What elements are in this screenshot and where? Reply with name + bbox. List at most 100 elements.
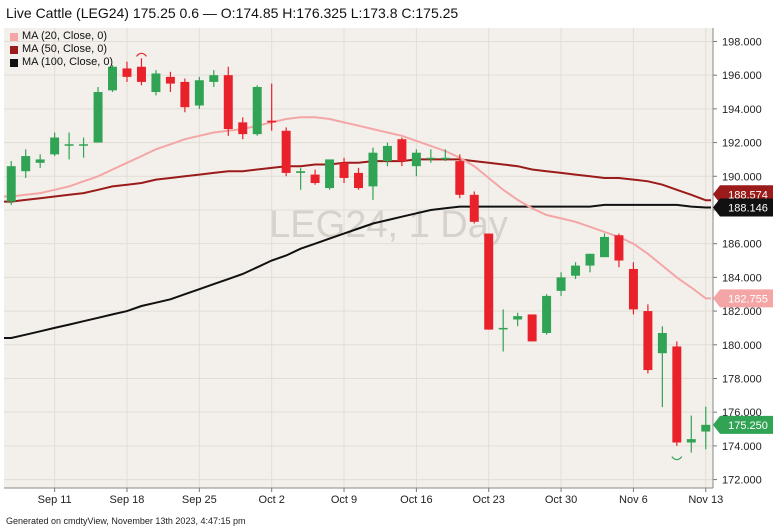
y-tick-label: 178.000 [722, 373, 762, 385]
candle [223, 66, 233, 136]
candle [64, 132, 74, 160]
candle-body [122, 68, 132, 77]
candle [571, 262, 581, 280]
candle-body [440, 157, 450, 160]
candle-body [194, 80, 204, 106]
candle-body [469, 194, 479, 222]
price-badge-shape [713, 198, 773, 217]
candle-body [165, 76, 175, 84]
candle-body [527, 314, 537, 342]
candle [455, 154, 465, 199]
y-tick-label: 182.000 [722, 306, 762, 318]
candle [281, 127, 291, 177]
legend-item-ma50[interactable]: MA (50, Close, 0) [10, 43, 113, 56]
candle-body [296, 171, 306, 173]
y-tick-label: 172.000 [722, 475, 762, 487]
candle [325, 159, 335, 190]
price-badge-shape [713, 289, 773, 308]
candle [527, 314, 537, 342]
x-tick-label: Nov 6 [619, 494, 648, 506]
x-tick-label: Oct 9 [331, 494, 357, 506]
x-tick-label: Oct 2 [259, 494, 285, 506]
candle-body [339, 162, 349, 178]
y-tick-label: 196.000 [722, 70, 762, 82]
candle-body [556, 277, 566, 291]
candle [585, 253, 595, 273]
legend-swatch-ma20 [10, 32, 18, 41]
candle [93, 86, 103, 143]
candle [35, 154, 45, 168]
candle-body [628, 268, 638, 310]
candle-body [397, 139, 407, 162]
candle-body [513, 316, 523, 320]
x-tick-label: Sep 11 [38, 494, 72, 506]
y-tick-label: 192.000 [722, 138, 762, 150]
candle-body [455, 161, 465, 195]
y-tick-label: 190.000 [722, 171, 762, 183]
price-badge-shape [713, 415, 773, 434]
candle-body [426, 157, 436, 160]
candle-body [672, 346, 682, 443]
candle [368, 147, 378, 200]
candle-body [614, 235, 624, 261]
candle-body [93, 92, 103, 143]
candle [542, 294, 552, 335]
candle [165, 71, 175, 93]
candle [238, 117, 248, 140]
candle [6, 161, 16, 205]
candle [614, 233, 624, 268]
legend-label-ma100: MA (100, Close, 0) [22, 56, 114, 68]
candle-body [325, 159, 335, 189]
candle-body [281, 130, 291, 173]
candle-body [354, 172, 363, 189]
candle [628, 262, 638, 315]
candle-body [599, 236, 609, 258]
ma20-line [4, 116, 711, 300]
candle [469, 191, 479, 224]
legend-swatch-ma50 [10, 45, 18, 54]
candle-body [484, 233, 494, 330]
candle-body [411, 152, 421, 167]
y-tick-label: 184.000 [722, 272, 762, 284]
candle-body [585, 253, 595, 266]
y-tick-label: 174.000 [722, 441, 762, 453]
candle [50, 132, 60, 157]
candle-body [64, 144, 74, 146]
plot-area [4, 28, 713, 488]
ma50-line [4, 158, 711, 203]
candle [354, 167, 363, 190]
candle [599, 233, 609, 258]
candle-body [6, 166, 16, 202]
candle-body [35, 159, 45, 163]
candle [136, 58, 146, 86]
candle-body [701, 424, 711, 432]
x-tick-label: Sep 25 [182, 494, 217, 506]
candle-body [79, 144, 89, 146]
candle-body [686, 439, 696, 443]
candle [122, 61, 132, 82]
price-badge-label: 188.574 [728, 189, 768, 201]
candle-body [223, 75, 233, 130]
chart-title: Live Cattle (LEG24) 175.25 0.6 — O:174.8… [6, 5, 459, 21]
x-tick-label: Oct 23 [473, 494, 505, 506]
legend-item-ma20[interactable]: MA (20, Close, 0) [10, 30, 113, 43]
candle [194, 76, 204, 109]
candle [180, 78, 190, 113]
candle [382, 142, 392, 167]
legend-swatch-ma100 [10, 58, 18, 67]
price-badge-label: 175.250 [728, 420, 768, 432]
candle-body [136, 66, 146, 82]
price-badge-label: 182.755 [728, 293, 768, 305]
candle-body [238, 122, 248, 135]
legend: MA (20, Close, 0) MA (50, Close, 0) MA (… [10, 30, 113, 69]
candle-body [252, 86, 262, 135]
x-tick-label: Nov 13 [688, 494, 723, 506]
footer-credit: Generated on cmdtyView, November 13th 20… [6, 516, 246, 526]
candle [643, 304, 653, 374]
price-badge: 175.250 [713, 415, 773, 434]
legend-item-ma100[interactable]: MA (100, Close, 0) [10, 56, 113, 69]
x-tick-label: Sep 18 [110, 494, 145, 506]
y-tick-label: 180.000 [722, 340, 762, 352]
candle-body [209, 75, 219, 82]
